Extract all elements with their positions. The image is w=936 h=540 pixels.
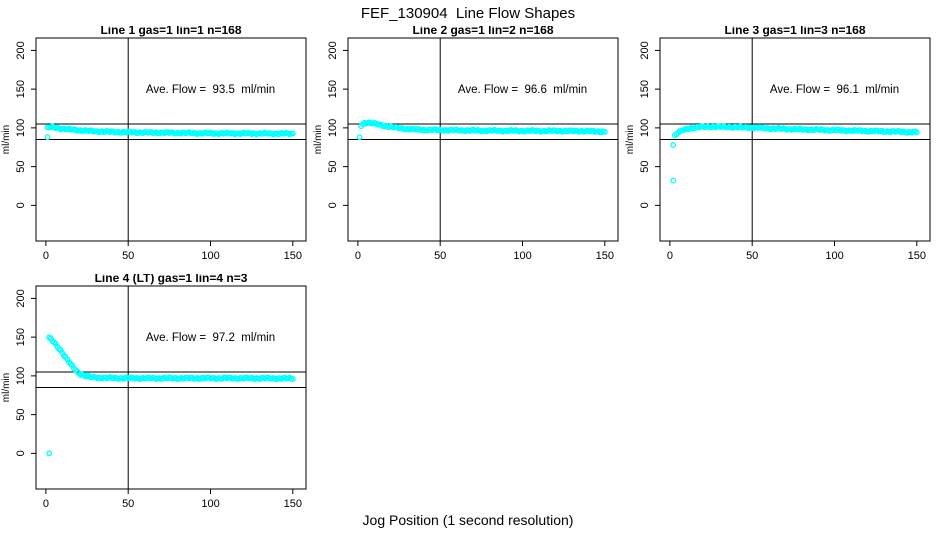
y-tick-label: 0 [15,450,27,456]
ave-flow-annotation: Ave. Flow = 97.2 ml/min [146,332,275,344]
y-tick-label: 200 [15,41,27,59]
x-tick-label: 50 [122,250,134,262]
y-tick-label: 50 [639,160,651,172]
x-tick-label: 100 [513,250,531,262]
y-tick-label: 50 [15,408,27,420]
y-tick-label: 100 [15,119,27,137]
plot-box [659,37,931,242]
y-tick-label: 0 [327,202,339,208]
outlier-point [46,450,53,457]
subplot-canvas: 0 50 100 150 0 50 100 150 200 ml/min Line 4 (LT) g… [1,274,307,510]
subplot-line-3: 0 50 100 150 0 50 100 150 200 ml/min Line 3 gas=1 … [624,26,936,274]
y-axis-label: ml/min [313,125,324,154]
subplot-title: Line 1 gas=1 lin=1 n=168 [100,26,241,37]
plot-box [347,37,619,242]
y-tick-label: 100 [639,119,651,137]
subplot-line-2: 0 50 100 150 0 50 100 150 200 ml/min Line 2 gas=1 … [312,26,624,274]
outlier-point [670,141,677,148]
y-axis-label: ml/min [625,125,636,154]
outlier-point [670,177,677,184]
y-axis-label: ml/min [1,373,12,402]
y-tick-label: 200 [15,289,27,307]
figure-title: FEF_130904 Line Flow Shapes [360,5,576,22]
data-point [913,129,920,136]
data-point [289,130,296,137]
y-tick-label: 50 [15,160,27,172]
ave-flow-annotation: Ave. Flow = 96.1 ml/min [770,84,899,96]
y-tick-label: 200 [327,41,339,59]
x-tick-label: 150 [908,250,926,262]
y-tick-label: 200 [639,41,651,59]
x-tick-label: 0 [667,250,673,262]
y-tick-label: 100 [327,119,339,137]
subplot-canvas: 0 50 100 150 0 50 100 150 200 ml/min Line 1 gas=1 … [1,26,307,262]
y-tick-label: 0 [639,202,651,208]
x-tick-label: 50 [746,250,758,262]
y-tick-label: 100 [15,367,27,385]
y-tick-label: 150 [639,80,651,98]
x-tick-label: 0 [43,498,49,510]
subplot-canvas: 0 50 100 150 0 50 100 150 200 ml/min Line 2 gas=1 … [313,26,619,262]
subplot-title: Line 3 gas=1 lin=3 n=168 [724,26,865,37]
y-tick-label: 0 [15,202,27,208]
plot-box [35,285,307,490]
y-tick-label: 50 [327,160,339,172]
figure-xlabel: Jog Position (1 second resolution) [362,512,574,528]
subplot-title: Line 2 gas=1 lin=2 n=168 [412,26,553,37]
x-tick-label: 100 [201,498,219,510]
subplot-line-4: 0 50 100 150 0 50 100 150 200 ml/min Line 4 (LT) g… [0,274,312,522]
x-tick-label: 150 [284,250,302,262]
outlier-point [356,134,363,141]
ave-flow-annotation: Ave. Flow = 93.5 ml/min [146,84,275,96]
subplot-canvas: 0 50 100 150 0 50 100 150 200 ml/min Line 3 gas=1 … [625,26,931,262]
x-tick-label: 0 [355,250,361,262]
ave-flow-annotation: Ave. Flow = 96.6 ml/min [458,84,587,96]
subplot-line-1: 0 50 100 150 0 50 100 150 200 ml/min Line 1 gas=1 … [0,26,312,274]
x-tick-label: 100 [825,250,843,262]
x-tick-label: 100 [201,250,219,262]
y-axis-label: ml/min [1,125,12,154]
y-tick-label: 150 [15,80,27,98]
x-tick-label: 50 [434,250,446,262]
x-tick-label: 150 [284,498,302,510]
y-tick-label: 150 [15,328,27,346]
plot-box [35,37,307,242]
x-tick-label: 0 [43,250,49,262]
y-tick-label: 150 [327,80,339,98]
data-point [601,128,608,135]
subplot-title: Line 4 (LT) gas=1 lin=4 n=3 [95,274,248,285]
data-point [289,376,296,383]
x-tick-label: 150 [596,250,614,262]
x-tick-label: 50 [122,498,134,510]
outlier-point [44,134,51,141]
